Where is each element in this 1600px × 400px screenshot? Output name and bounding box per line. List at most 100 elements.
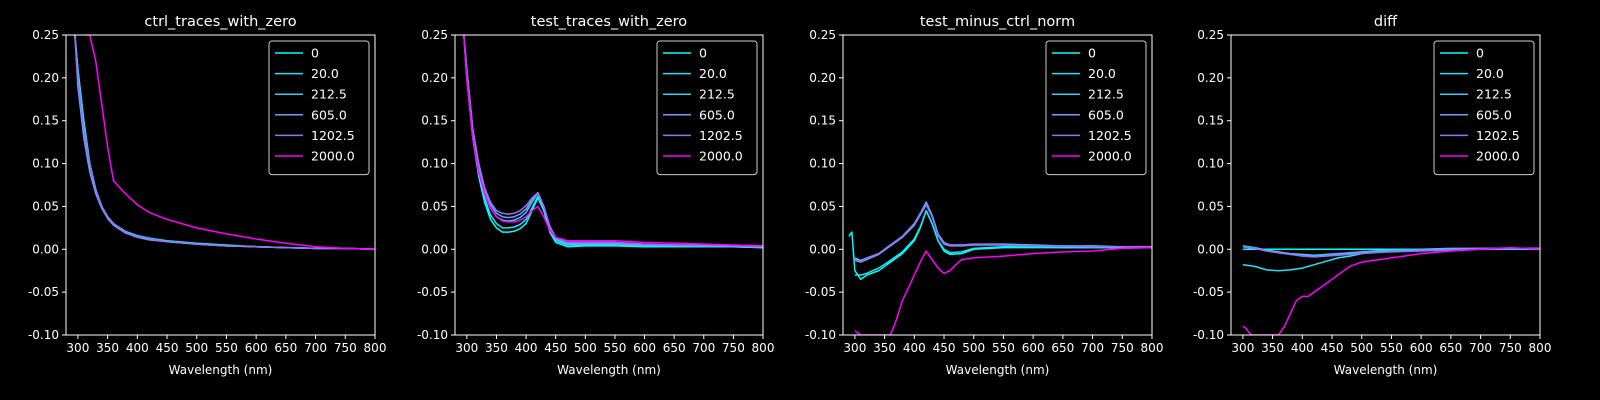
x-axis-label: Wavelength (nm): [946, 363, 1050, 377]
x-tick-label: 300: [843, 341, 866, 355]
x-tick-label: 750: [1499, 341, 1522, 355]
series-line-4: [74, 35, 375, 251]
x-tick-label: 500: [574, 341, 597, 355]
y-tick-label: -0.05: [417, 285, 448, 299]
legend-entry: 212.5: [1476, 87, 1512, 102]
x-axis-label: Wavelength (nm): [169, 363, 273, 377]
legend-entry: 212.5: [699, 87, 735, 102]
x-tick-label: 800: [364, 341, 387, 355]
x-tick-label: 600: [1022, 341, 1045, 355]
legend-entry: 2000.0: [699, 149, 743, 164]
legend-entry: 605.0: [699, 107, 735, 122]
legend-entry: 1202.5: [699, 128, 743, 143]
chart-panel-test-minus-ctrl-norm: test_minus_ctrl_norm Wavelength (nm) 300…: [805, 14, 1164, 377]
series-line-5: [1242, 246, 1540, 335]
legend-entry: 0: [311, 46, 319, 61]
x-tick-label: 600: [633, 341, 656, 355]
legend-entry: 1202.5: [1476, 128, 1520, 143]
legend-entry: 0: [1476, 46, 1484, 61]
y-tick-label: 0.20: [32, 71, 59, 85]
x-tick-label: 450: [156, 341, 179, 355]
axes-frame: [842, 34, 1153, 336]
legend-box: [1433, 40, 1535, 176]
x-tick-label: 750: [1111, 341, 1134, 355]
x-tick-label: 350: [96, 341, 119, 355]
y-tick-label: -0.10: [417, 328, 448, 342]
y-tick-label: 0.10: [809, 157, 836, 171]
y-tick-label: 0.05: [421, 199, 448, 213]
y-tick-label: 0.25: [1197, 28, 1224, 42]
x-tick-label: 450: [1321, 341, 1344, 355]
legend-entry: 20.0: [311, 66, 339, 81]
x-tick-label: 600: [245, 341, 268, 355]
y-tick-label: 0.15: [809, 114, 836, 128]
x-tick-label: 650: [274, 341, 297, 355]
y-tick-label: 0.20: [809, 71, 836, 85]
legend-entry: 605.0: [1088, 107, 1124, 122]
chart-title: ctrl_traces_with_zero: [144, 14, 296, 30]
series-line-5: [463, 35, 763, 247]
axes-frame: [454, 34, 764, 336]
x-tick-label: 650: [663, 341, 686, 355]
x-tick-label: 350: [485, 341, 508, 355]
x-tick-label: 400: [515, 341, 538, 355]
legend-entry: 605.0: [311, 107, 347, 122]
legend: 0 20.0 212.5 605.0 1202.5 2000.0: [1433, 40, 1535, 176]
axes-frame: [65, 34, 376, 336]
legend-entry: 212.5: [311, 87, 347, 102]
legend-box: [1045, 40, 1147, 176]
legend-entry: 2000.0: [311, 149, 355, 164]
x-tick-label: 800: [752, 341, 775, 355]
x-tick-label: 650: [1051, 341, 1074, 355]
legend-entry: 20.0: [1476, 66, 1504, 81]
x-tick-label: 750: [722, 341, 745, 355]
y-tick-label: 0.05: [32, 199, 59, 213]
y-tick-label: 0.15: [1197, 114, 1224, 128]
series-line-4: [854, 203, 1152, 263]
y-tick-label: 0.00: [809, 242, 836, 256]
x-tick-label: 650: [1439, 341, 1462, 355]
x-tick-label: 800: [1529, 341, 1552, 355]
x-tick-label: 450: [933, 341, 956, 355]
legend: 0 20.0 212.5 605.0 1202.5 2000.0: [1045, 40, 1147, 176]
series-line-5: [854, 246, 1152, 335]
y-tick-label: 0.25: [32, 28, 59, 42]
y-tick-label: -0.05: [28, 285, 59, 299]
legend-entry: 20.0: [1088, 66, 1116, 81]
x-tick-label: 800: [1141, 341, 1164, 355]
x-axis-label: Wavelength (nm): [1334, 363, 1438, 377]
y-tick-label: 0.15: [32, 114, 59, 128]
legend-box: [268, 40, 370, 176]
legend-entry: 1202.5: [1088, 128, 1132, 143]
series-lines: [74, 35, 375, 251]
x-tick-label: 350: [1261, 341, 1284, 355]
y-tick-label: 0.25: [809, 28, 836, 42]
series-line-1: [463, 35, 763, 249]
y-tick-label: 0.20: [421, 71, 448, 85]
legend-entry: 0: [1088, 46, 1096, 61]
x-tick-label: 300: [1231, 341, 1254, 355]
y-tick-label: -0.10: [805, 328, 836, 342]
series-lines: [463, 35, 763, 249]
y-tick-label: 0.20: [1197, 71, 1224, 85]
chart-title: test_traces_with_zero: [531, 14, 688, 30]
series-lines: [1242, 245, 1540, 335]
x-tick-label: 500: [185, 341, 208, 355]
x-tick-label: 700: [692, 341, 715, 355]
y-tick-label: 0.25: [421, 28, 448, 42]
legend-entry: 1202.5: [311, 128, 355, 143]
y-tick-label: 0.10: [1197, 157, 1224, 171]
y-tick-label: -0.05: [1193, 285, 1224, 299]
series-line-4: [463, 35, 763, 248]
chart-title: test_minus_ctrl_norm: [920, 14, 1075, 30]
x-tick-label: 400: [1291, 341, 1314, 355]
legend-box: [656, 40, 758, 176]
legend-entry: 2000.0: [1476, 149, 1520, 164]
y-tick-label: 0.05: [809, 199, 836, 213]
x-tick-label: 300: [455, 341, 478, 355]
series-lines: [848, 201, 1152, 335]
x-tick-label: 550: [992, 341, 1015, 355]
y-tick-label: 0.15: [421, 114, 448, 128]
x-tick-label: 550: [215, 341, 238, 355]
